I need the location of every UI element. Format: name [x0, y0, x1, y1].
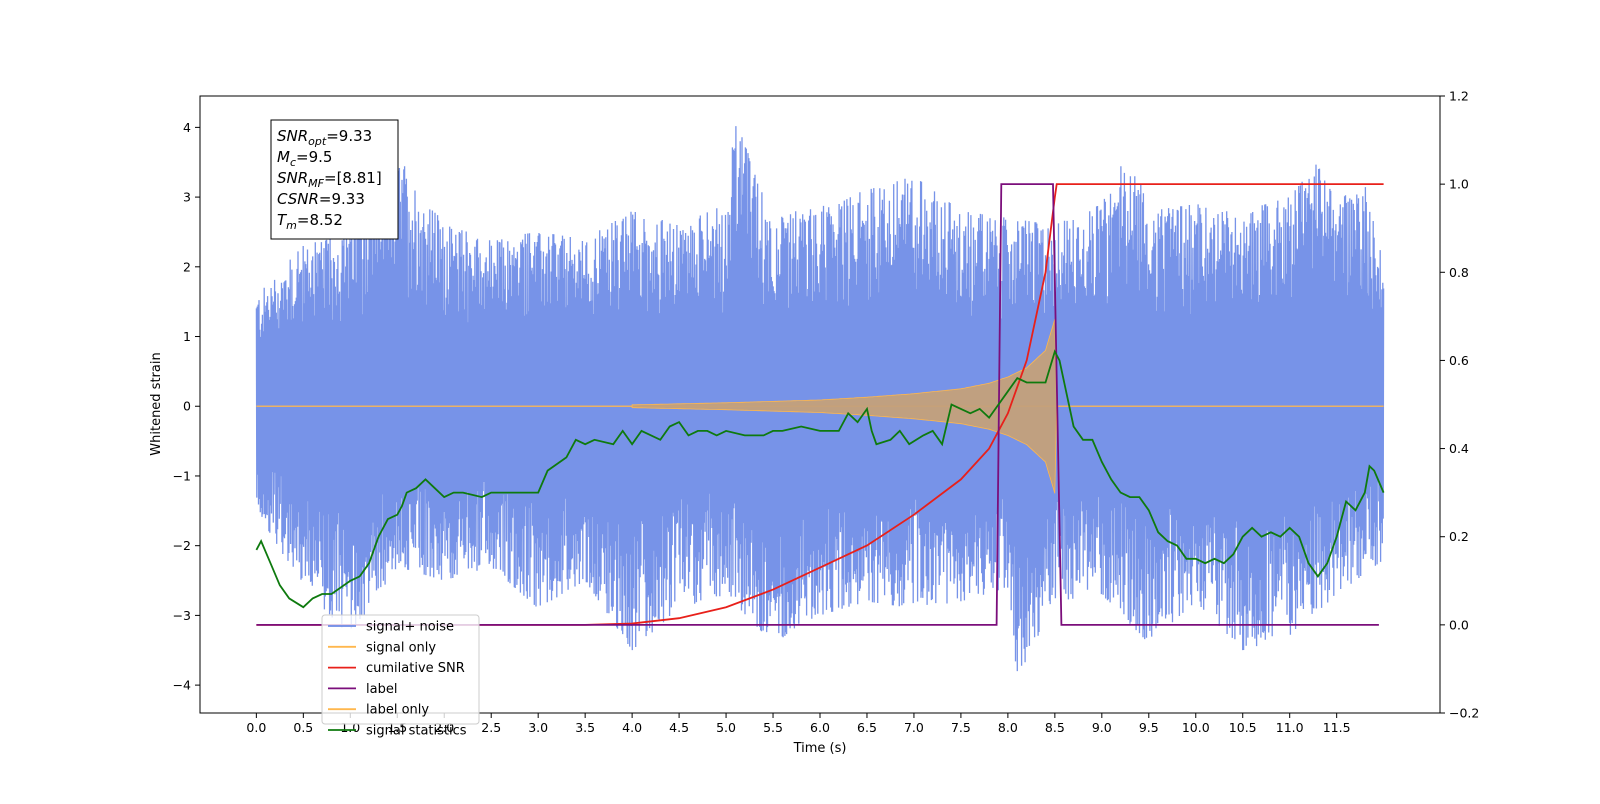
annotation-frame [270, 119, 399, 240]
legend-label: signal only [366, 640, 436, 655]
x-tick-label: 0.0 [246, 720, 266, 735]
y2-tick-label: 0.4 [1449, 441, 1469, 456]
y2-tick-label: −0.2 [1449, 706, 1479, 721]
y-tick-label: 1 [183, 329, 191, 344]
annotation-line: CSNR=9.33 [277, 190, 365, 208]
annotation-line: SNRopt=9.33 [277, 127, 372, 148]
annotation-line: SNRMF=[8.81] [277, 169, 382, 190]
x-axis-label: Time (s) [793, 741, 847, 756]
y-tick-label: 3 [183, 190, 191, 205]
series-signal-only [631, 318, 1058, 494]
x-tick-label: 3.5 [575, 720, 595, 735]
x-tick-label: 11.0 [1276, 720, 1304, 735]
plot-area [255, 126, 1385, 672]
legend: signal+ noise signal only cumilative SNR la… [321, 614, 480, 739]
x-tick-label: 0.5 [293, 720, 313, 735]
x-tick-label: 10.5 [1229, 720, 1257, 735]
series-cumilative-snr [256, 183, 1384, 626]
y-tick-label: 2 [183, 259, 191, 274]
y2-tick-label: 0.2 [1449, 529, 1469, 544]
y-tick-label: 4 [183, 120, 191, 135]
x-tick-label: 6.0 [810, 720, 830, 735]
x-tick-label: 9.5 [1139, 720, 1159, 735]
x-tick-label: 3.0 [528, 720, 548, 735]
x-tick-label: 10.0 [1182, 720, 1210, 735]
y-axis-label: Whitened strain [149, 352, 164, 455]
y-tick-label: 0 [183, 399, 191, 414]
series-signal-plus-noise [255, 126, 1385, 672]
y2-tick-label: 1.2 [1449, 89, 1469, 104]
x-tick-label: 4.0 [622, 720, 642, 735]
y2-tick-label: 0.0 [1449, 617, 1469, 632]
x-tick-label: 11.5 [1323, 720, 1351, 735]
x-tick-label: 2.5 [481, 720, 501, 735]
series-signal-statistics [255, 349, 1385, 609]
x-tick-label: 4.5 [669, 720, 689, 735]
legend-label: label [366, 682, 397, 697]
x-tick-label: 8.0 [998, 720, 1018, 735]
y-tick-label: −1 [173, 468, 191, 483]
x-tick-label: 5.5 [763, 720, 783, 735]
annotation-line: Mc=9.5 [277, 148, 332, 169]
legend-label: cumilative SNR [366, 661, 465, 676]
annotation-line: Tm=8.52 [277, 211, 343, 232]
x-tick-label: 9.0 [1092, 720, 1112, 735]
series-label [256, 183, 1379, 626]
y2-tick-label: 0.8 [1449, 265, 1469, 280]
legend-label: label only [366, 703, 429, 718]
y2-tick-label: 0.6 [1449, 353, 1469, 368]
y-tick-label: −2 [173, 538, 191, 553]
y2-tick-label: 1.0 [1449, 177, 1469, 192]
x-tick-label: 6.5 [857, 720, 877, 735]
x-tick-label: 7.5 [951, 720, 971, 735]
legend-label: signal statistics [366, 724, 467, 739]
y-tick-label: −3 [173, 608, 191, 623]
x-tick-label: 8.5 [1045, 720, 1065, 735]
legend-frame [321, 614, 480, 725]
y-tick-label: −4 [173, 678, 191, 693]
x-tick-label: 5.0 [716, 720, 736, 735]
legend-label: signal+ noise [366, 620, 454, 635]
x-tick-label: 7.0 [904, 720, 924, 735]
